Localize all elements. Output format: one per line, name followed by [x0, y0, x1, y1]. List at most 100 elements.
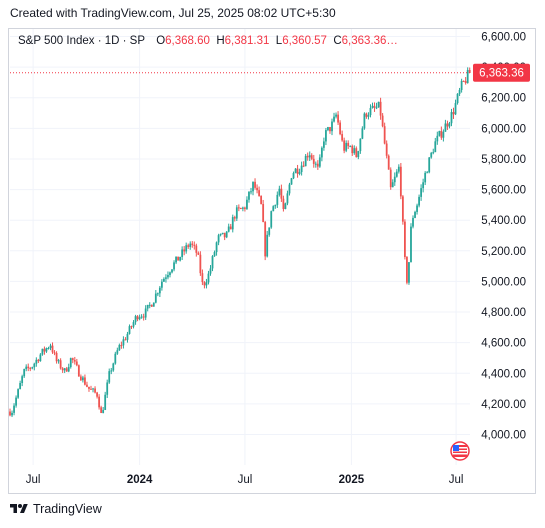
- candle-body: [86, 384, 88, 387]
- candle-body: [181, 249, 184, 257]
- candle-body: [373, 105, 376, 108]
- candle-body: [177, 256, 179, 261]
- candle-body: [51, 345, 54, 353]
- candle-body: [130, 326, 133, 328]
- y-tick-label: 4,200.00: [481, 399, 526, 411]
- candle-body: [126, 333, 129, 340]
- candle-body: [444, 123, 447, 132]
- candle-body: [37, 359, 40, 362]
- candle-body: [33, 363, 36, 368]
- last-price-label: 6,363.36: [479, 68, 524, 80]
- candle-body: [320, 147, 323, 158]
- candle-body: [239, 208, 242, 210]
- candle-body: [389, 169, 392, 188]
- candle-body: [264, 222, 267, 257]
- us-flag-icon[interactable]: [450, 441, 470, 461]
- candle-body: [179, 256, 182, 261]
- candle-body: [381, 115, 384, 127]
- candle-body: [260, 195, 263, 204]
- candle-body: [183, 249, 186, 252]
- candle-body: [300, 165, 303, 173]
- y-tick-label: 5,400.00: [481, 215, 526, 227]
- candle-body: [146, 304, 149, 309]
- candle-body: [211, 256, 214, 269]
- candle-body: [43, 348, 46, 352]
- candle-body: [209, 268, 212, 274]
- candle-body: [67, 367, 70, 372]
- candle-body: [468, 70, 471, 73]
- candle-body: [375, 107, 378, 109]
- candle-body: [122, 339, 125, 346]
- high-value: 6,381.31: [224, 35, 270, 47]
- candle-body: [241, 207, 244, 209]
- candle-body: [266, 234, 269, 257]
- brand-name: TradingView: [33, 502, 102, 516]
- candle-body: [256, 187, 258, 191]
- chart-frame[interactable]: [8, 28, 536, 494]
- candle-body: [262, 203, 265, 223]
- ohlc-legend: S&P 500 Index · 1D · SP O6,368.60 H6,381…: [18, 35, 398, 47]
- x-tick-label: Jul: [238, 474, 253, 486]
- candle-body: [9, 411, 11, 416]
- candle-body: [225, 231, 228, 238]
- candle-body: [448, 123, 451, 127]
- candle-body: [399, 166, 402, 197]
- candle-body: [201, 273, 204, 283]
- candle-body: [408, 262, 410, 283]
- y-tick-label: 5,000.00: [481, 276, 526, 288]
- y-tick-label: 4,600.00: [481, 338, 526, 350]
- low-label: L: [275, 35, 283, 47]
- candle-body: [82, 377, 84, 381]
- candle-body: [306, 155, 309, 158]
- candle-body: [365, 113, 368, 117]
- candle-body: [73, 360, 76, 362]
- candle-body: [288, 184, 291, 194]
- x-tick-label: Jul: [449, 474, 464, 486]
- candle-body: [355, 148, 358, 158]
- candle-body: [383, 126, 386, 144]
- candle-body: [98, 396, 101, 408]
- candle-body: [268, 227, 271, 235]
- candle-body: [77, 365, 80, 377]
- candle-body: [329, 127, 331, 132]
- candle-body: [312, 158, 315, 164]
- time-axis: Jul 2024 Jul 2025 Jul: [26, 474, 464, 486]
- tradingview-brand[interactable]: TradingView: [10, 502, 102, 516]
- y-tick-label: 4,000.00: [481, 430, 526, 442]
- candle-body: [223, 232, 226, 238]
- candle-body: [270, 211, 273, 228]
- last-price-line: 6,363.36: [10, 63, 530, 82]
- candle-body: [142, 316, 145, 318]
- candle-body: [128, 326, 131, 334]
- candle-body: [282, 198, 285, 210]
- candle-body: [246, 199, 248, 209]
- candle-body: [308, 155, 311, 158]
- candle-body: [120, 345, 123, 347]
- symbol-label[interactable]: S&P 500 Index · 1D · SP: [18, 35, 145, 47]
- candle-body: [310, 155, 313, 159]
- candle-body: [343, 140, 346, 151]
- candle-body: [124, 339, 127, 341]
- candle-body: [335, 114, 337, 117]
- candle-body: [41, 348, 44, 355]
- candle-body: [440, 131, 443, 138]
- candle-body: [94, 388, 96, 393]
- candle-body: [314, 163, 317, 165]
- candle-body: [88, 386, 90, 389]
- candle-body: [331, 121, 333, 132]
- candle-body: [227, 226, 230, 232]
- candle-body: [104, 394, 107, 410]
- candle-body: [21, 376, 24, 384]
- candle-body: [45, 348, 48, 352]
- candle-body: [132, 322, 135, 327]
- candle-body: [140, 316, 143, 318]
- candle-body: [316, 163, 319, 167]
- candle-body: [436, 135, 439, 142]
- candle-body: [432, 152, 435, 154]
- candle-body: [75, 361, 78, 366]
- y-tick-label: 4,800.00: [481, 307, 526, 319]
- candle-body: [13, 405, 15, 413]
- candle-body: [29, 368, 32, 370]
- candle-body: [434, 141, 437, 153]
